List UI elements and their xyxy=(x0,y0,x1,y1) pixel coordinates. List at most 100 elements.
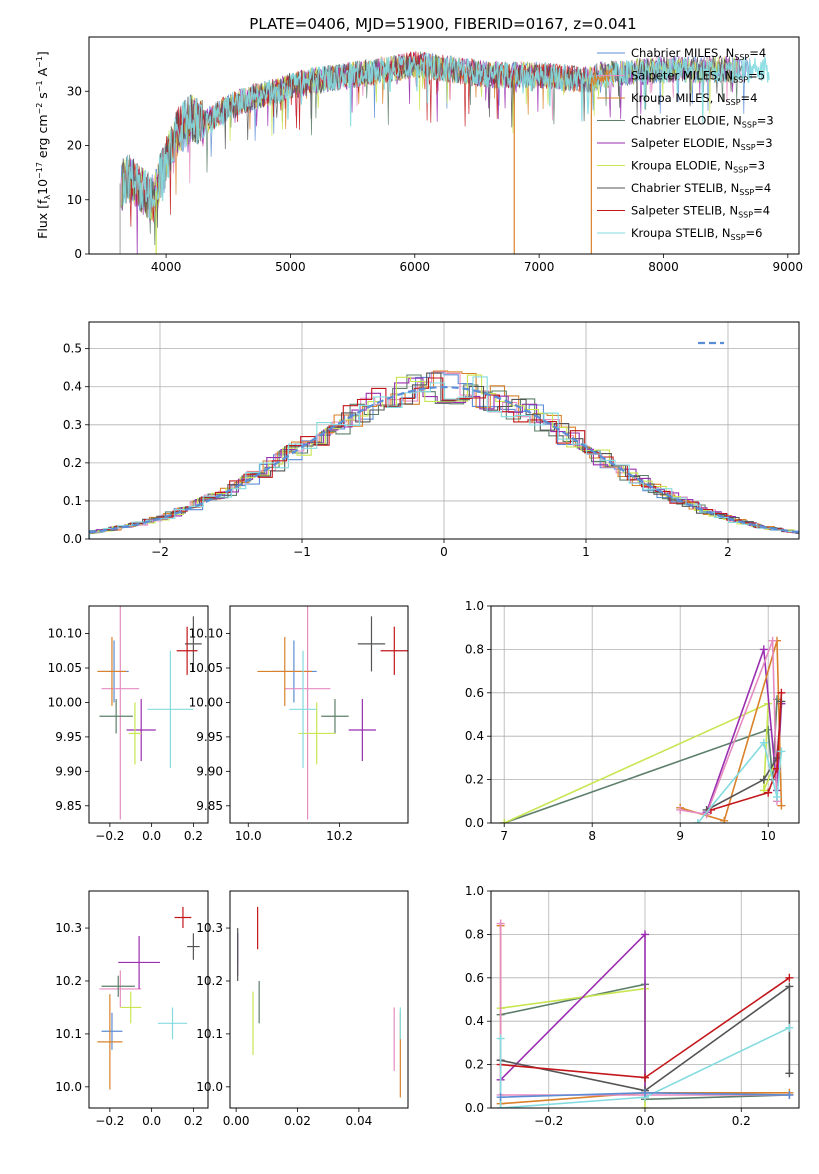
weight-marker xyxy=(641,1104,649,1108)
errorbar-point xyxy=(348,699,377,761)
weight-marker xyxy=(641,930,649,939)
legend-label: Chabrier MILES, NSSP=4 xyxy=(631,46,766,62)
errorbar-point xyxy=(101,1012,123,1050)
x-tick-label: 2 xyxy=(724,545,732,559)
legend-label: Salpeter ELODIE, NSSP=3 xyxy=(631,136,773,152)
weight-marker xyxy=(785,973,794,982)
weight-marker xyxy=(496,1093,505,1102)
y-tick-label: 1.0 xyxy=(465,884,484,898)
y-tick-label: 0.0 xyxy=(465,1101,484,1115)
y-tick-label: 0.1 xyxy=(63,494,82,508)
y-tick-label: 10 xyxy=(67,193,82,207)
x-tick-label: 0.2 xyxy=(732,1114,751,1128)
y-tick-label: 0.4 xyxy=(63,380,82,394)
weight-marker xyxy=(785,982,794,991)
x-tick-label: 0.0 xyxy=(635,1114,654,1128)
y-tick-label: 9.90 xyxy=(196,764,223,778)
spectrum-panel: 4000 5000 6000 7000 8000 9000 0 10 20 30 Chabrier … xyxy=(35,36,804,274)
legend-label: Chabrier STELIB, NSSP=4 xyxy=(631,181,771,197)
weight-marker xyxy=(693,819,702,823)
weight-line xyxy=(503,702,778,823)
x-tick-label: 10.2 xyxy=(326,829,353,843)
x-tick-label: 4000 xyxy=(151,260,182,274)
x-tick-label: 7 xyxy=(500,829,508,843)
y-axis-label: Flux [fλ10−17 erg cm−2 s−1 A−1] xyxy=(35,51,52,239)
weight-marker xyxy=(777,688,786,697)
page-title: PLATE=0406, MJD=51900, FIBERID=0167, z=0… xyxy=(249,15,636,33)
x-tick-label: 0.2 xyxy=(184,1114,203,1128)
plot-area xyxy=(237,906,401,1098)
y-tick-label: 10.00 xyxy=(189,695,223,709)
plot-area xyxy=(97,606,202,820)
x-tick-label: 10.0 xyxy=(235,829,262,843)
errorbar-point xyxy=(157,1007,188,1040)
weight-marker xyxy=(785,1090,794,1099)
plot-area xyxy=(119,51,770,254)
weight-marker xyxy=(676,805,685,814)
y-tick-label: 0.2 xyxy=(465,1058,484,1072)
legend-label: Kroupa STELIB, NSSP=6 xyxy=(631,226,762,242)
x-tick-label: 9 xyxy=(676,829,684,843)
x-tick-label: 10 xyxy=(761,829,776,843)
x-tick-label: 0.02 xyxy=(284,1114,311,1128)
plot-area xyxy=(97,906,200,1090)
legend-label: Salpeter STELIB, NSSP=4 xyxy=(631,204,770,220)
x-tick-label: −0.2 xyxy=(95,829,124,843)
x-tick-label: 0.2 xyxy=(184,829,203,843)
y-tick-label: 10.3 xyxy=(196,921,223,935)
axes-frame xyxy=(88,605,209,824)
errorbar-point xyxy=(380,626,408,675)
y-tick-label: 9.95 xyxy=(55,730,82,744)
y-tick-label: 10.10 xyxy=(189,627,223,641)
x-tick-label: 0 xyxy=(440,545,448,559)
x-tick-label: 0.04 xyxy=(346,1114,373,1128)
errorbar-point xyxy=(174,906,192,929)
weight-marker xyxy=(759,775,768,784)
y-tick-label: 9.85 xyxy=(196,799,223,813)
plot-area xyxy=(89,370,799,539)
y-tick-label: 0.4 xyxy=(465,729,484,743)
weight-marker xyxy=(768,636,777,645)
errorbar-point xyxy=(97,994,123,1090)
y-tick-label: 0.2 xyxy=(63,456,82,470)
y-tick-label: 10.05 xyxy=(48,661,82,675)
errorbar-point xyxy=(257,637,313,706)
y-tick-label: 10.05 xyxy=(189,661,223,675)
axes-frame xyxy=(88,890,209,1109)
weight-marker xyxy=(785,1023,794,1032)
y-tick-label: 10.1 xyxy=(55,1027,82,1041)
errorbar-point xyxy=(99,970,142,1008)
y-tick-label: 20 xyxy=(67,139,82,153)
errorbar-point xyxy=(357,616,386,672)
errorbar-point xyxy=(289,650,317,768)
weight-marker xyxy=(496,919,505,928)
normal-curve xyxy=(89,385,799,534)
y-tick-label: 0.8 xyxy=(465,927,484,941)
weight-marker xyxy=(641,1073,649,1082)
x-tick-label: 9000 xyxy=(773,260,804,274)
y-tick-label: 10.00 xyxy=(48,695,82,709)
weight-marker xyxy=(641,1088,649,1097)
axes-frame xyxy=(229,605,409,824)
plot-area xyxy=(496,919,794,1108)
weight-marker xyxy=(759,738,768,747)
errorbar-point xyxy=(298,702,335,765)
weight-line xyxy=(680,640,778,816)
mass-weight-vs-metallicity-panel: −0.2 0.0 0.2 0.0 0.2 0.4 0.6 0.8 1.0 xyxy=(465,884,800,1128)
x-tick-label: 0.0 xyxy=(142,829,161,843)
x-tick-label: 5000 xyxy=(275,260,306,274)
legend-label: Kroupa MILES, NSSP=4 xyxy=(631,91,757,107)
y-tick-label: 0.5 xyxy=(63,342,82,356)
age-vs-mass-panel: 10.0 10.2 9.85 9.90 9.95 10.00 10.05 10.10 xyxy=(189,605,409,843)
x-tick-label: −1 xyxy=(293,545,311,559)
y-tick-label: 0.8 xyxy=(465,642,484,656)
weight-marker xyxy=(500,819,509,823)
errorbar-point xyxy=(101,606,140,820)
mass-weight-vs-age-panel: 7 8 9 10 0.0 0.2 0.4 0.6 0.8 1.0 xyxy=(465,599,800,843)
histogram-steps xyxy=(89,376,799,539)
axes-frame xyxy=(490,605,800,824)
y-tick-label: 10.2 xyxy=(55,974,82,988)
spectrum-legend: Chabrier MILES, NSSP=4 Salpeter MILES, NS… xyxy=(597,46,774,242)
errorbar-point xyxy=(284,606,331,820)
